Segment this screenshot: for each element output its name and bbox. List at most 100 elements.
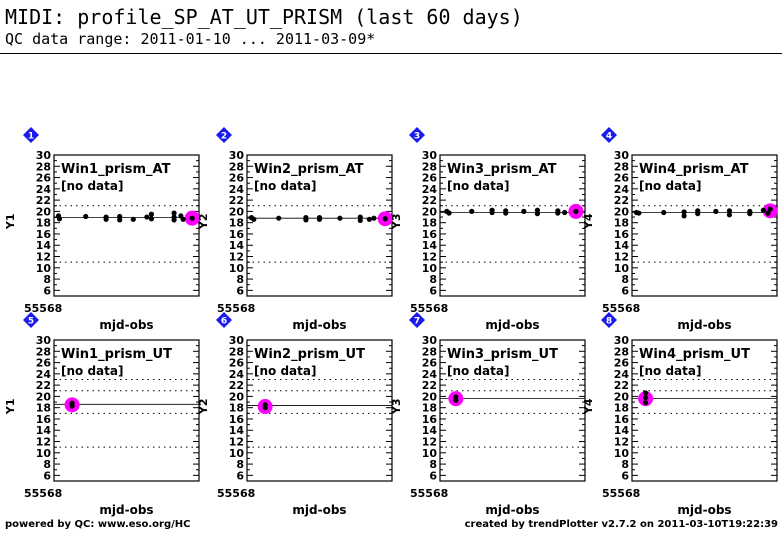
plot-frame [53, 154, 200, 297]
y-tick-label: 24 [422, 183, 438, 196]
panel-label: Win2_prism_AT [254, 162, 364, 177]
panel-note: [no data] [61, 364, 123, 378]
data-point [69, 400, 75, 406]
panel-label: Win1_prism_AT [61, 162, 171, 177]
data-point [303, 215, 309, 221]
x-axis-label: mjd-obs [677, 503, 731, 517]
y-tick-label: 20 [229, 390, 245, 403]
data-point [767, 206, 773, 212]
y-tick-label: 10 [614, 447, 630, 460]
y-tick-label: 26 [229, 172, 245, 185]
data-point [573, 208, 579, 214]
data-point [726, 208, 733, 214]
panel-label: Win3_prism_UT [447, 347, 558, 362]
y-tick-label: 14 [36, 239, 52, 252]
y-tick-label: 14 [614, 424, 630, 437]
panel-note: [no data] [447, 179, 509, 193]
y-tick-label: 20 [614, 205, 630, 218]
y-tick-label: 24 [229, 368, 245, 381]
y-tick-label: 18 [229, 217, 244, 230]
data-point [555, 208, 561, 214]
data-point [366, 216, 372, 222]
panel-4: 4681012141618202224262830Y4Win4_prism_AT… [582, 127, 778, 332]
y-tick-label: 6 [621, 469, 629, 482]
y-tick-label: 20 [422, 205, 438, 218]
y-tick-label: 22 [422, 194, 437, 207]
y-tick-label: 26 [614, 172, 630, 185]
y-tick-label: 20 [229, 205, 245, 218]
panel-badge [216, 312, 232, 328]
y-tick-label: 12 [36, 251, 51, 264]
data-point [765, 210, 771, 216]
y-tick-label: 8 [236, 458, 244, 471]
y-tick-label: 30 [422, 149, 438, 162]
panel-badge [23, 127, 39, 143]
y-tick-label: 10 [422, 447, 438, 460]
y-tick-label: 6 [429, 284, 437, 297]
data-point [681, 209, 687, 215]
panel-label: Win4_prism_UT [639, 347, 750, 362]
data-point [103, 216, 109, 222]
panel-badge-number: 8 [606, 317, 612, 327]
x-start-label: 55568 [602, 302, 640, 315]
y-tick-label: 26 [422, 357, 438, 370]
data-point [446, 210, 452, 216]
y-tick-label: 12 [614, 251, 629, 264]
panel-badge-number: 7 [414, 317, 420, 327]
y-tick-label: 6 [43, 469, 51, 482]
data-point [262, 402, 268, 408]
y-tick-label: 28 [614, 345, 629, 358]
data-point [681, 213, 687, 219]
y-tick-label: 12 [36, 436, 51, 449]
y-tick-label: 16 [229, 228, 245, 241]
panel-8: 8681012141618202224262830Y4Win4_prism_UT… [582, 312, 778, 517]
y-axis-label: Y1 [4, 213, 17, 230]
y-tick-label: 28 [614, 160, 629, 173]
y-tick-label: 22 [229, 194, 244, 207]
plot-frame [439, 339, 586, 482]
y-tick-label: 6 [236, 284, 244, 297]
y-tick-label: 30 [229, 149, 245, 162]
y-tick-label: 14 [422, 239, 438, 252]
y-tick-label: 8 [429, 273, 437, 286]
y-tick-label: 16 [614, 413, 630, 426]
y-tick-label: 18 [36, 217, 51, 230]
y-tick-label: 10 [229, 262, 245, 275]
data-point [695, 208, 701, 214]
panel-1: 1681012141618202224262830Y1Win1_prism_AT… [4, 127, 200, 332]
panel-label: Win2_prism_UT [254, 347, 365, 362]
x-start-label: 55568 [410, 487, 448, 500]
panel-note: [no data] [61, 179, 123, 193]
panel-label: Win3_prism_AT [447, 162, 557, 177]
panel-6: 6681012141618202224262830Y2Win2_prism_UT… [197, 312, 393, 517]
y-tick-label: 8 [236, 273, 244, 286]
data-point [534, 207, 541, 213]
panel-badge [601, 127, 617, 143]
y-tick-label: 22 [614, 194, 629, 207]
data-point [171, 214, 177, 220]
y-tick-label: 26 [614, 357, 630, 370]
y-tick-label: 22 [229, 379, 244, 392]
plot-frame [53, 339, 200, 482]
panel-note: [no data] [447, 364, 509, 378]
y-tick-label: 24 [36, 183, 52, 196]
x-axis-label: mjd-obs [99, 503, 153, 517]
y-tick-label: 12 [229, 436, 244, 449]
y-tick-label: 30 [229, 334, 245, 347]
y-tick-label: 28 [36, 345, 51, 358]
plot-frame [631, 339, 778, 482]
panel-note: [no data] [639, 179, 701, 193]
data-point [337, 215, 343, 221]
data-point [56, 216, 63, 222]
y-tick-label: 20 [614, 390, 630, 403]
x-start-label: 55568 [217, 302, 255, 315]
y-tick-label: 26 [36, 357, 52, 370]
panel-2: 2681012141618202224262830Y2Win2_prism_AT… [197, 127, 393, 332]
y-tick-label: 20 [422, 390, 438, 403]
data-point [503, 208, 509, 214]
x-axis-label: mjd-obs [292, 503, 346, 517]
y-axis-label: Y3 [390, 398, 403, 415]
y-axis-label: Y3 [390, 213, 403, 230]
